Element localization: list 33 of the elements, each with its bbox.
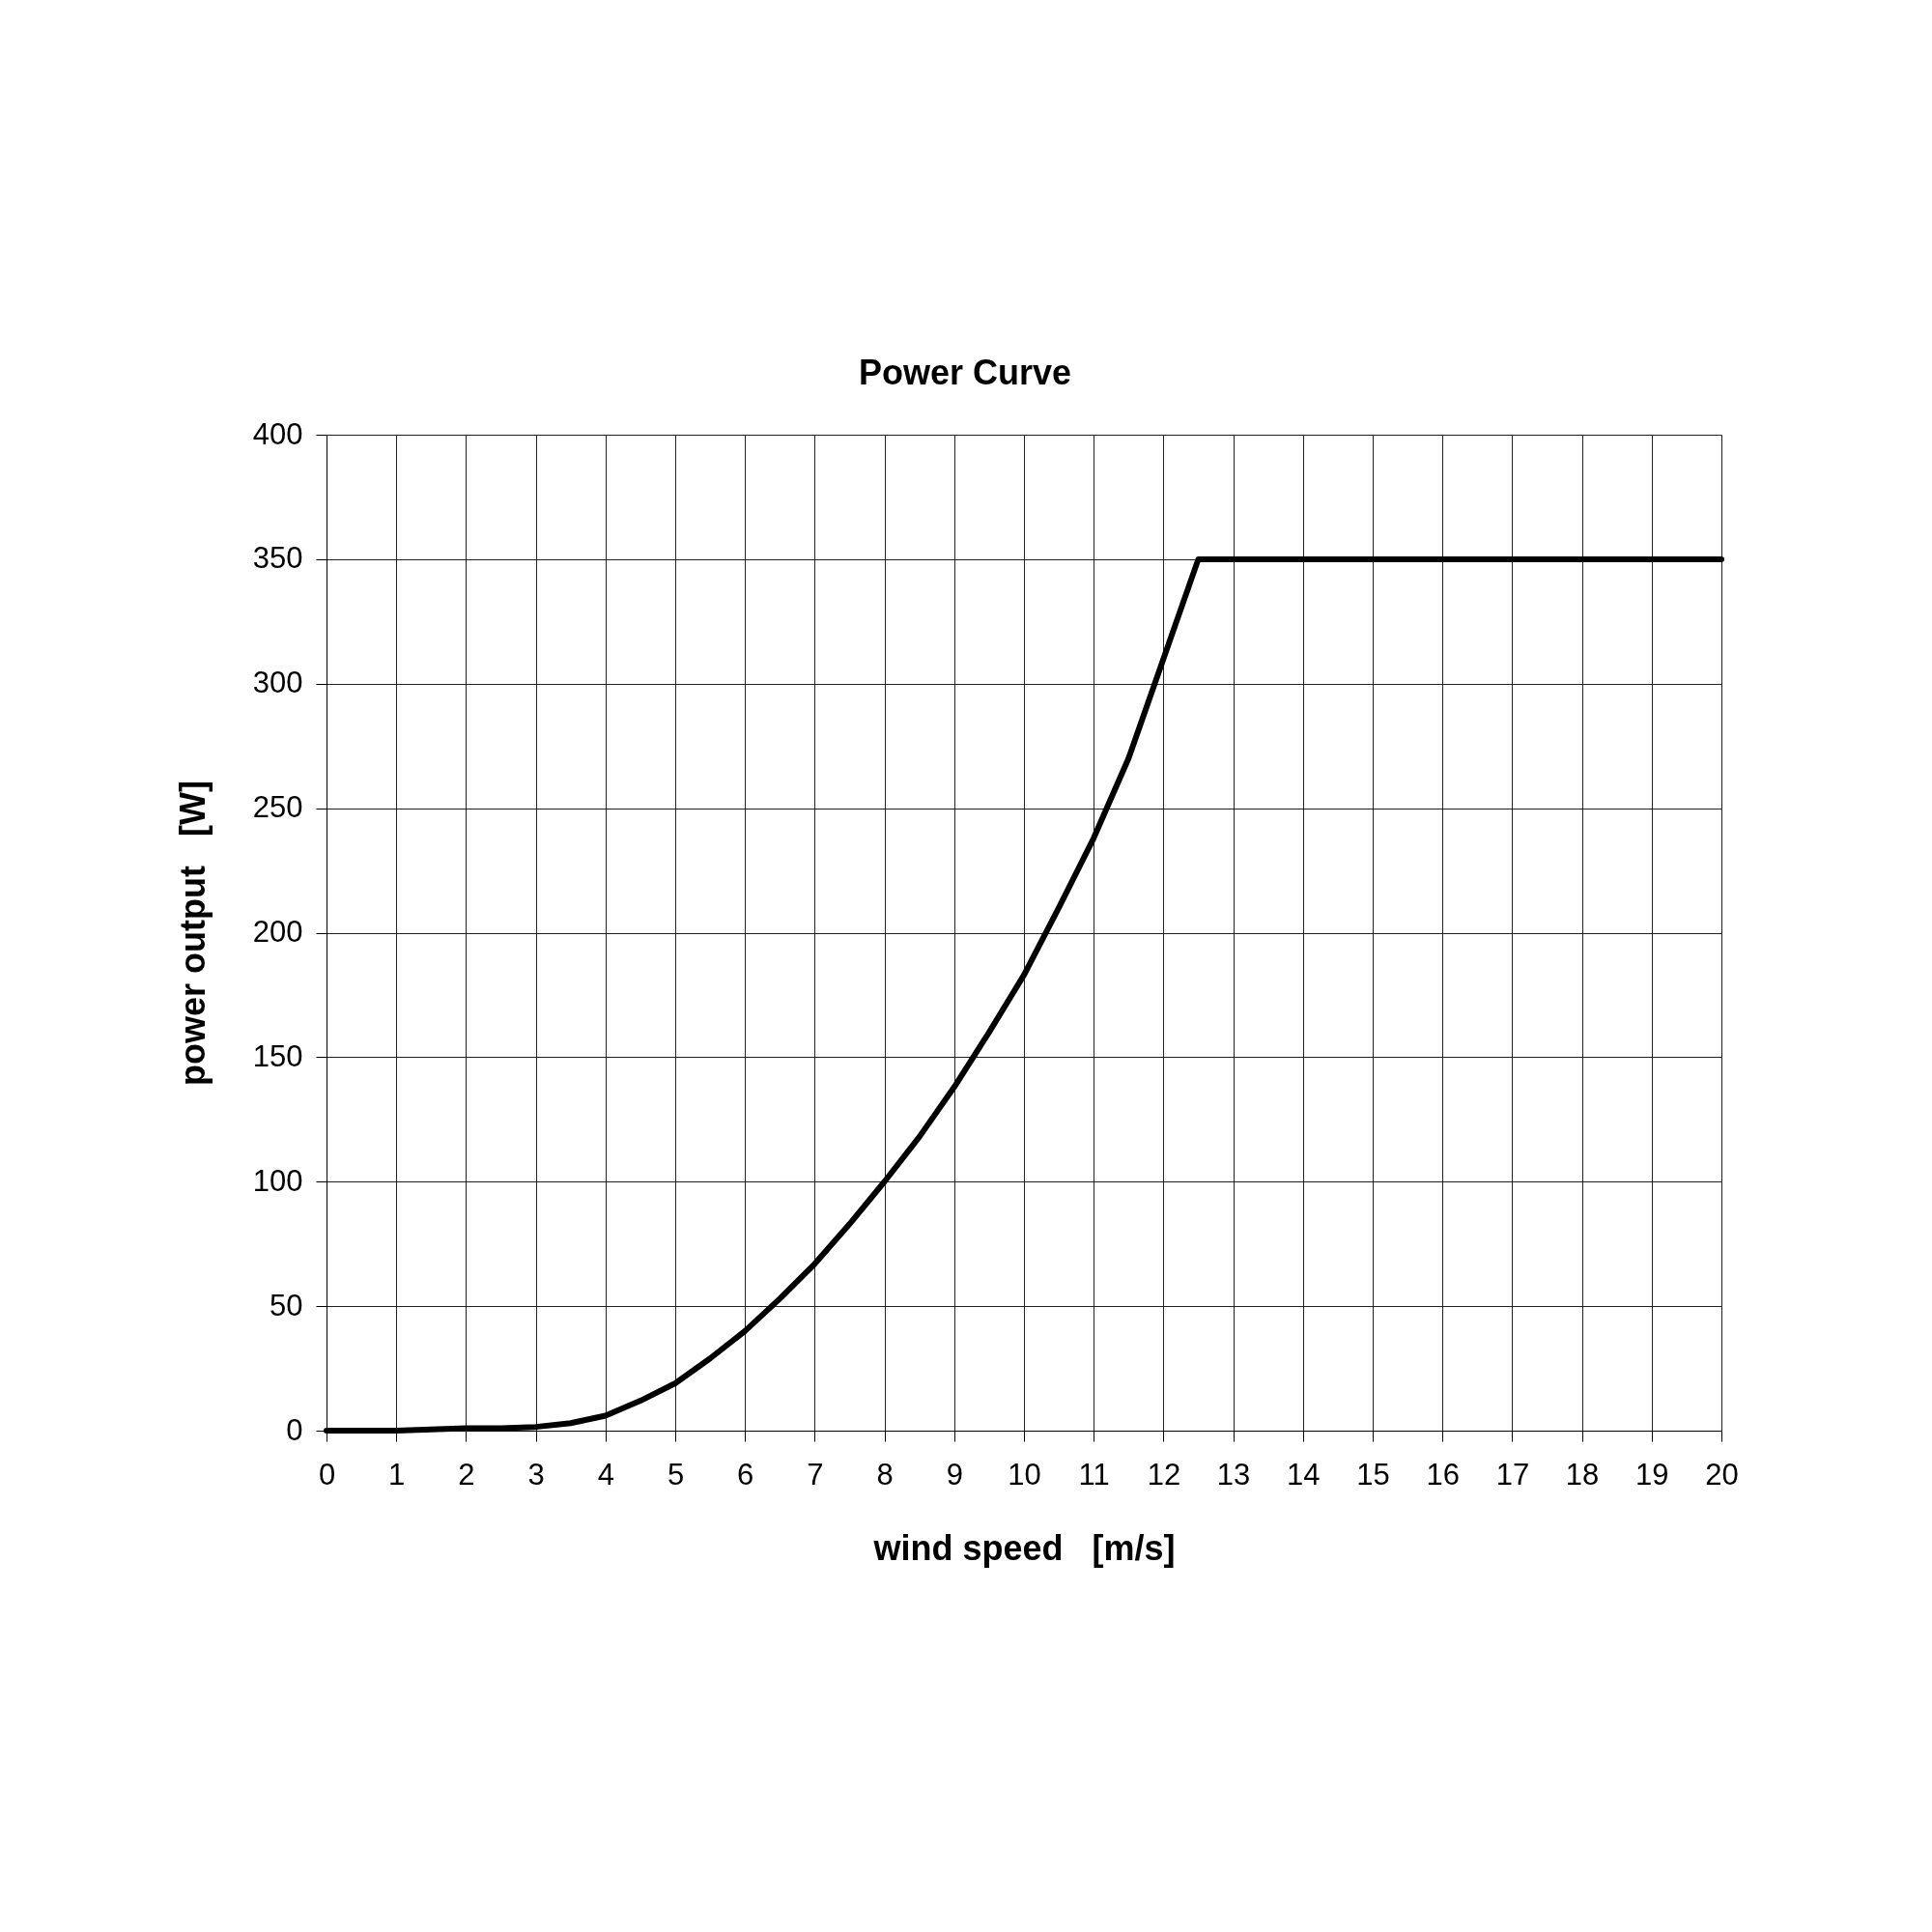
x-tick-label: 6: [737, 1457, 754, 1492]
x-tick-label: 8: [876, 1457, 894, 1492]
x-tick-label: 18: [1565, 1457, 1600, 1492]
x-tick-label: 9: [946, 1457, 963, 1492]
x-tick-label: 1: [388, 1457, 406, 1492]
x-tick-label: 20: [1705, 1457, 1739, 1492]
x-tick-label: 14: [1287, 1457, 1321, 1492]
y-tick-label: 300: [252, 666, 303, 700]
x-tick-label: 19: [1635, 1457, 1669, 1492]
x-tick-label: 10: [1008, 1457, 1041, 1492]
chart-title: Power Curve: [858, 353, 1072, 392]
x-tick-label: 3: [527, 1457, 545, 1492]
y-tick-label: 400: [252, 416, 303, 451]
x-tick-label: 13: [1216, 1457, 1251, 1492]
x-tick-label: 15: [1356, 1457, 1390, 1492]
x-tick-label: 7: [807, 1457, 824, 1492]
y-tick-label: 150: [252, 1038, 303, 1073]
y-tick-label: 250: [252, 790, 303, 825]
x-tick-label: 2: [458, 1457, 475, 1492]
y-axis-title: power output [W]: [172, 781, 213, 1086]
x-tick-label: 17: [1495, 1457, 1530, 1492]
x-tick-label: 12: [1147, 1457, 1181, 1492]
y-tick-label: 50: [270, 1288, 303, 1322]
y-tick-label: 200: [252, 915, 303, 949]
y-tick-label: 100: [252, 1163, 303, 1198]
x-tick-label: 11: [1078, 1457, 1110, 1492]
x-tick-label: 4: [597, 1457, 614, 1492]
y-tick-label: 0: [286, 1412, 303, 1447]
x-tick-label: 0: [318, 1457, 336, 1492]
y-tick-label: 350: [252, 541, 303, 576]
x-tick-label: 5: [667, 1457, 685, 1492]
x-axis-title: wind speed [m/s]: [872, 1527, 1176, 1568]
x-tick-label: 16: [1426, 1457, 1460, 1492]
